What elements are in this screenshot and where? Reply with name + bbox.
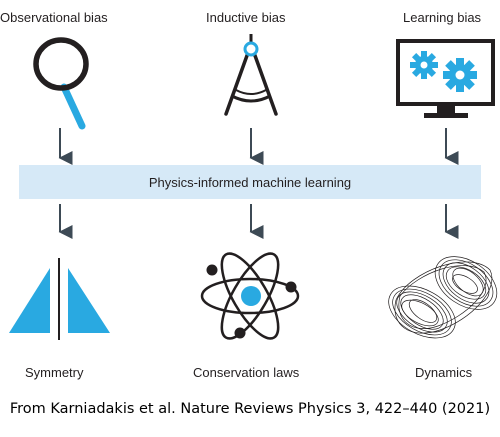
observational-bias-label: Observational bias <box>0 10 108 25</box>
compass-icon <box>224 34 278 116</box>
source-credit: From Karniadakis et al. Nature Reviews P… <box>9 401 491 417</box>
pinn-banner: Physics-informed machine learning <box>19 165 481 199</box>
pinn-banner-label: Physics-informed machine learning <box>148 174 352 190</box>
dynamics-label: Dynamics <box>415 365 473 380</box>
symmetry-icon <box>9 258 110 340</box>
symmetry-label: Symmetry <box>25 365 84 380</box>
inductive-bias-label: Inductive bias <box>206 10 286 25</box>
monitor-gears-icon <box>396 39 495 118</box>
atom-icon <box>200 252 300 340</box>
magnifier-icon <box>33 37 89 130</box>
attractor-icon <box>388 256 498 339</box>
conservation-laws-label: Conservation laws <box>193 365 300 380</box>
learning-bias-label: Learning bias <box>403 10 482 25</box>
